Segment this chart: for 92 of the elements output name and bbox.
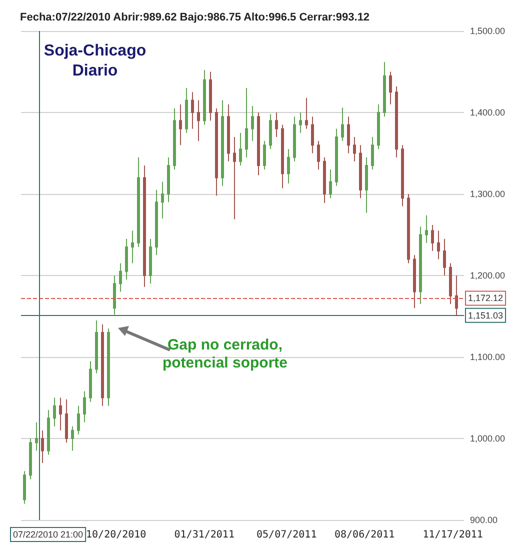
candlestick [59, 397, 62, 431]
candlestick [227, 104, 230, 162]
candlestick [143, 164, 146, 288]
candlestick [347, 116, 350, 154]
candlestick [185, 88, 188, 134]
candlestick [329, 169, 332, 199]
candlestick [299, 112, 302, 134]
candlestick [359, 144, 362, 199]
candlestick [209, 71, 212, 122]
candlestick [83, 390, 86, 423]
candlestick [23, 470, 26, 504]
candlestick [425, 214, 428, 244]
ref-line-label: 07/22/2010 21:00 [13, 530, 84, 540]
y-tick-label: 1,100.00 [470, 352, 506, 362]
candlestick [275, 112, 278, 138]
candlestick [269, 114, 272, 150]
candlestick [323, 156, 326, 204]
candlestick [317, 140, 320, 170]
candlestick [95, 320, 98, 374]
candlestick [353, 136, 356, 162]
candlestick [89, 360, 92, 402]
candlestick [341, 107, 344, 142]
text: Fecha:07/22/2010 Abrir:989.62 Bajo:986.75 Alto:996.5 Cerrar:993.12 [20, 12, 370, 24]
candlestick [197, 100, 200, 142]
candlestick [77, 405, 80, 435]
y-tick-label: 1,200.00 [470, 270, 506, 280]
candlestick [35, 422, 38, 452]
candlestick [71, 426, 74, 452]
candlestick [149, 238, 152, 284]
candlestick [365, 156, 368, 214]
x-tick-label: 10/20/2010 [86, 530, 146, 540]
candlestick [431, 224, 434, 252]
y-tick-label: 1,400.00 [470, 108, 506, 118]
candlestick [335, 128, 338, 186]
candlestick [203, 70, 206, 126]
x-tick-label: 08/06/2011 [334, 530, 395, 540]
candlestick [161, 181, 164, 219]
candlestick [119, 262, 122, 292]
y-tick-label: 1,300.00 [470, 189, 506, 199]
candlestick [47, 409, 50, 456]
candlestick [65, 398, 68, 444]
candlestick [443, 238, 446, 276]
candlestick [239, 132, 242, 166]
x-tick-label: 11/17/2011 [422, 530, 483, 540]
candlestick [287, 148, 290, 184]
text: Soja-Chicago [44, 42, 146, 60]
candlestick [233, 136, 236, 220]
candlestick [257, 112, 260, 176]
candlestick [191, 92, 194, 130]
x-tick-label: 01/31/2011 [174, 530, 234, 540]
y-tick-label: 900.00 [470, 515, 498, 525]
candlestick [245, 88, 248, 158]
candlestick [179, 104, 182, 146]
x-tick-label: 05/07/2011 [256, 530, 317, 540]
candlestick [167, 156, 170, 203]
candlestick [449, 262, 452, 305]
ref-line-label: 1,172.12 [468, 293, 504, 304]
y-tick-label: 1,500.00 [470, 26, 506, 36]
candlestick [137, 156, 140, 248]
candlestick [215, 108, 218, 196]
candlestick [383, 61, 386, 118]
candlestick [371, 136, 374, 170]
candlestick [131, 230, 134, 264]
candlestick [413, 254, 416, 309]
candlestick [125, 238, 128, 280]
candlestick [407, 194, 410, 264]
candlestick [389, 71, 392, 105]
candlestick [401, 144, 404, 207]
candlestick [107, 328, 110, 406]
candlestick [311, 116, 314, 154]
candlestick [41, 430, 44, 464]
candlestick [419, 226, 422, 305]
candlestick [113, 275, 116, 316]
candlestick [455, 275, 458, 316]
candlestick [281, 124, 284, 189]
candlestick [101, 324, 104, 406]
candlestick [29, 438, 32, 480]
candlestick [221, 100, 224, 186]
candlestick [251, 105, 254, 142]
candlestick [293, 116, 296, 162]
y-tick-label: 1,000.00 [470, 434, 506, 444]
text: Diario [72, 62, 118, 80]
candlestick [155, 189, 158, 256]
candlestick [173, 108, 176, 170]
candlestick [263, 140, 266, 170]
annotation: Gap no cerrado, potencial soporte [162, 336, 288, 372]
candlestick [395, 86, 398, 158]
candlestick [437, 230, 440, 260]
candlestick [377, 104, 380, 150]
ref-line-label: 1,151.03 [468, 310, 504, 320]
candlestick [305, 97, 308, 130]
candlestick [53, 397, 56, 427]
